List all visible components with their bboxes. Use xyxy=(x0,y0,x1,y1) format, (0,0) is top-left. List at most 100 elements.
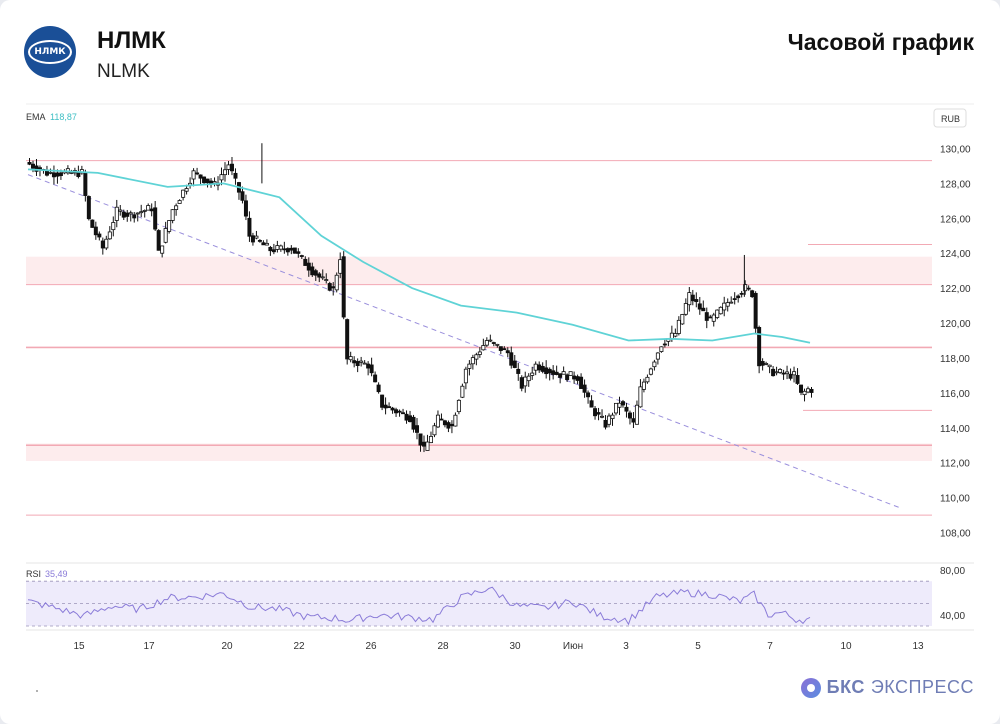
candle-body xyxy=(551,370,556,375)
candle-body xyxy=(711,314,716,322)
candle-body xyxy=(226,164,231,170)
candle-body xyxy=(83,172,88,196)
candle-body xyxy=(191,170,196,180)
candle-body xyxy=(652,361,657,368)
brand-name-rest: ЭКСПРЕСС xyxy=(870,677,974,697)
y-tick-label: 120,00 xyxy=(940,319,971,330)
candle-body xyxy=(722,302,727,311)
candle-body xyxy=(125,212,130,217)
candle-body xyxy=(76,172,81,177)
candle-body xyxy=(760,361,765,366)
candle-body xyxy=(715,309,720,318)
x-tick-label: 10 xyxy=(840,641,852,652)
candle-body xyxy=(600,415,605,418)
candle-body xyxy=(537,364,542,371)
candle-body xyxy=(376,384,381,393)
candle-body xyxy=(778,369,783,373)
candle-body xyxy=(282,248,287,251)
ema-legend-label: EMA xyxy=(26,112,46,122)
candle-body xyxy=(313,270,318,276)
candle-body xyxy=(767,364,772,368)
candle-body xyxy=(509,352,514,366)
candle-body xyxy=(474,354,479,360)
candle-body xyxy=(488,339,493,342)
candle-body xyxy=(408,415,413,423)
candle-body xyxy=(530,372,535,376)
candle-body xyxy=(362,362,367,365)
candle-body xyxy=(264,242,269,246)
brand-name-bold: БКС xyxy=(826,677,865,697)
candle-body xyxy=(641,381,646,390)
candle-body xyxy=(701,307,706,312)
candle-body xyxy=(366,363,371,369)
candle-body xyxy=(278,245,283,250)
candle-body xyxy=(411,416,416,430)
candle-body xyxy=(638,386,643,408)
candle-body xyxy=(268,246,273,252)
candle-body xyxy=(121,211,126,218)
candle-body xyxy=(547,368,552,374)
candle-body xyxy=(593,408,598,417)
y-tick-label: 118,00 xyxy=(940,354,970,365)
x-tick-label: 13 xyxy=(912,641,924,652)
candle-body xyxy=(132,214,137,219)
x-tick-label: 28 xyxy=(437,641,449,652)
candle-body xyxy=(673,333,678,337)
candle-body xyxy=(477,351,482,355)
candle-body xyxy=(725,302,730,307)
ema-line xyxy=(27,168,811,344)
candle-body xyxy=(383,404,388,409)
candle-body xyxy=(645,376,650,383)
candle-body xyxy=(163,228,168,243)
candle-body xyxy=(614,402,619,414)
candle-body xyxy=(806,388,811,393)
candle-body xyxy=(764,363,769,365)
candle-body xyxy=(58,172,63,177)
candle-body xyxy=(404,413,409,421)
candle-body xyxy=(51,172,56,178)
candle-body xyxy=(743,284,748,292)
candle-body xyxy=(516,368,521,374)
candle-body xyxy=(222,169,227,176)
candle-body xyxy=(334,274,339,291)
candle-body xyxy=(289,247,294,251)
candle-body xyxy=(607,415,612,425)
x-tick-label: 3 xyxy=(623,641,629,652)
candle-body xyxy=(48,171,53,174)
candle-body xyxy=(90,219,95,228)
candle-body xyxy=(240,191,245,201)
y-tick-label: 110,00 xyxy=(940,494,970,505)
logo-text: НЛМК xyxy=(28,40,72,64)
level-zone xyxy=(26,256,932,285)
candle-body xyxy=(160,245,165,254)
candle-body xyxy=(310,266,315,276)
candle-body xyxy=(631,418,636,423)
y-tick-label: 114,00 xyxy=(940,424,970,435)
rsi-legend-value: 35,49 xyxy=(45,569,68,579)
candle-body xyxy=(750,290,755,298)
candle-body xyxy=(697,303,702,310)
rsi-line xyxy=(27,586,811,626)
candle-body xyxy=(205,178,210,184)
level-zone xyxy=(26,443,932,461)
y-tick-label: 122,00 xyxy=(940,284,971,295)
candle-body xyxy=(704,312,709,321)
candle-body xyxy=(495,343,500,346)
candle-body xyxy=(146,205,151,211)
candle-body xyxy=(432,425,437,436)
candle-body xyxy=(107,231,112,240)
rsi-legend-label: RSI xyxy=(26,569,41,579)
candle-body xyxy=(523,376,528,387)
candle-body xyxy=(792,371,797,376)
candle-body xyxy=(757,327,762,367)
candle-body xyxy=(387,406,392,409)
candle-body xyxy=(198,174,203,179)
candle-body xyxy=(439,418,444,421)
candle-body xyxy=(212,181,217,184)
candle-body xyxy=(167,220,172,232)
candle-body xyxy=(739,292,744,295)
candle-body xyxy=(97,233,102,238)
candle-body xyxy=(596,412,601,415)
candle-body xyxy=(306,262,311,271)
candle-body xyxy=(195,172,200,175)
